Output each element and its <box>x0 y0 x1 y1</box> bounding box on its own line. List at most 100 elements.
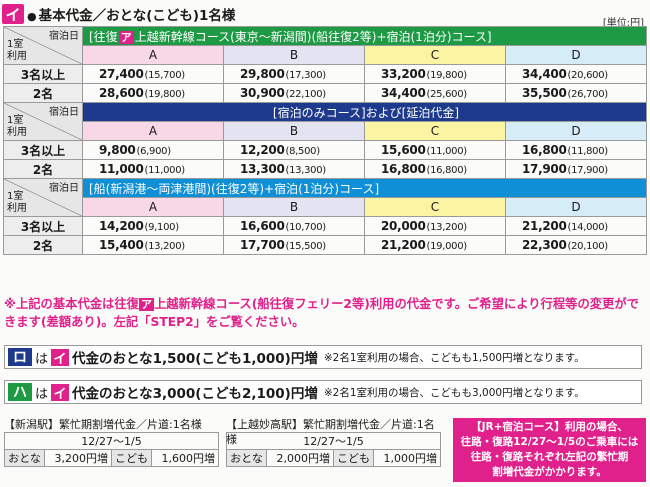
base-price-note: ※上記の基本代金は往復ア上越新幹線コース(船往復フェリー2等)利用の代金です。ご… <box>4 295 644 331</box>
joetsu-child-label: こども <box>333 449 374 467</box>
course-prefix: [往復 <box>89 29 118 44</box>
price-table: 宿泊日 1室 利用 [往復ア上越新幹線コース(東京〜新潟間)(船往復2等)+宿泊(1泊… <box>3 26 647 255</box>
title-text: ● 基本代金／おとな(こども)1名様 <box>27 4 235 24</box>
adult-price: 21,200 <box>522 219 567 233</box>
diagonal-line-icon <box>4 179 82 216</box>
child-price: (13,200) <box>426 222 468 233</box>
ro-ha: は <box>35 351 49 367</box>
note-pre: ※上記の基本代金は往復 <box>4 297 139 311</box>
child-price: (22,100) <box>285 89 327 100</box>
child-price: (11,000) <box>426 146 468 157</box>
table-row: 2名 28,600(19,800) 30,900(22,100) 34,400(25,… <box>3 83 647 103</box>
child-price: (19,800) <box>144 89 186 100</box>
price-cell: 17,900(17,900) <box>505 159 647 179</box>
class-header: B <box>223 197 365 217</box>
corner-header: 宿泊日 1室 利用 <box>3 102 83 141</box>
adult-price: 17,900 <box>522 162 567 176</box>
child-price: (14,000) <box>567 222 609 233</box>
child-price: (9,100) <box>144 222 180 233</box>
joetsu-table: 12/27〜1/5 おとな 2,000円増 こども 1,000円増 <box>226 432 441 467</box>
child-price: (17,300) <box>285 70 327 81</box>
extra-ha-box: ハ は イ 代金のおとな3,000(こども2,100)円増 ※2名1室利用の場合… <box>4 380 642 404</box>
price-cell: 14,200(9,100) <box>82 216 224 236</box>
price-cell: 12,200(8,500) <box>223 140 365 160</box>
note-tag: ア <box>138 298 154 311</box>
child-price: (17,900) <box>567 165 609 176</box>
ro-badge: ロ <box>8 348 32 366</box>
corner-header: 宿泊日 1室 利用 <box>3 26 83 65</box>
niigata-adult-label: おとな <box>4 449 45 467</box>
class-header: B <box>223 121 365 141</box>
table-row: 3名以上 9,800(6,900) 12,200(8,500) 15,600(11,0… <box>3 140 647 160</box>
stay-date-label: 宿泊日 <box>49 107 79 118</box>
class-header: C <box>364 121 506 141</box>
adult-price: 14,200 <box>99 219 144 233</box>
joetsu-period: 12/27〜1/5 <box>226 432 441 450</box>
course-suffix: 上越新幹線コース(東京〜新潟間)(船往復2等)+宿泊(1泊分)コース] <box>134 29 492 44</box>
child-price: (13,200) <box>144 241 186 252</box>
stay-date-label: 宿泊日 <box>49 183 79 194</box>
price-cell: 13,300(13,300) <box>223 159 365 179</box>
price-cell: 34,400(25,600) <box>364 83 506 103</box>
child-price: (8,500) <box>285 146 321 157</box>
adult-price: 16,800 <box>522 143 567 157</box>
price-cell: 35,500(26,700) <box>505 83 647 103</box>
child-price: (25,600) <box>426 89 468 100</box>
child-price: (15,500) <box>285 241 327 252</box>
class-header: A <box>82 121 224 141</box>
adult-price: 12,200 <box>240 143 285 157</box>
course-row: 宿泊日 1室 利用 [往復ア上越新幹線コース(東京〜新潟間)(船往復2等)+宿泊(1泊… <box>3 26 647 65</box>
child-price: (10,700) <box>285 222 327 233</box>
child-price: (6,900) <box>136 146 171 157</box>
ha-main: 代金のおとな3,000(こども2,100)円増 <box>72 386 318 402</box>
price-cell: 22,300(20,100) <box>505 235 647 255</box>
adult-price: 17,700 <box>240 238 285 252</box>
price-cell: 27,400(15,700) <box>82 64 224 84</box>
course-title: [往復ア上越新幹線コース(東京〜新潟間)(船往復2等)+宿泊(1泊分)コース] <box>82 26 647 46</box>
price-cell: 16,800(16,800) <box>364 159 506 179</box>
bullet-icon: ● <box>27 10 37 23</box>
ha-ha: は <box>35 386 49 402</box>
diagonal-line-icon <box>4 103 82 140</box>
adult-price: 28,600 <box>99 86 144 100</box>
ha-badge: ハ <box>8 383 32 401</box>
room-line-1: 1室 <box>7 191 24 202</box>
jr-line-4: 割増代金がかかります。 <box>492 466 607 478</box>
room-line-2: 利用 <box>7 51 27 62</box>
price-cell: 11,000(11,000) <box>82 159 224 179</box>
occupancy-label: 2名 <box>3 159 83 179</box>
joetsu-surcharge: 【上越妙高駅】繁忙期割増代金／片道:1名様 12/27〜1/5 おとな 2,00… <box>226 417 441 467</box>
niigata-caption: 【新潟駅】繁忙期割増代金／片道:1名様 <box>4 418 202 431</box>
adult-price: 16,600 <box>240 219 285 233</box>
course-title: [船(新潟港〜両津港間)(往復2等)+宿泊(1泊分)コース] <box>82 178 647 198</box>
course-prefix: [船(新潟港〜両津港間)(往復2等)+宿泊(1泊分)コース] <box>89 181 380 196</box>
adult-price: 22,300 <box>522 238 567 252</box>
price-cell: 28,600(19,800) <box>82 83 224 103</box>
diagonal-line-icon <box>4 27 82 64</box>
occupancy-label: 3名以上 <box>3 216 83 236</box>
stay-date-label: 宿泊日 <box>49 31 79 42</box>
niigata-child-label: こども <box>111 449 152 467</box>
adult-price: 13,300 <box>240 162 285 176</box>
class-header: C <box>364 197 506 217</box>
price-cell: 21,200(14,000) <box>505 216 647 236</box>
extra-ro-box: ロ は イ 代金のおとな1,500(こども1,000)円増 ※2名1室利用の場合… <box>4 345 642 369</box>
adult-price: 20,000 <box>381 219 426 233</box>
jr-line-3: 往路・復路それぞれ左記の繁忙期 <box>470 451 629 463</box>
child-price: (11,000) <box>144 165 186 176</box>
adult-price: 35,500 <box>522 86 567 100</box>
note-post: 上越新幹線コース(船往復フェリー2等)利用の代金です。ご希望により行程等の変更が… <box>4 297 639 329</box>
adult-price: 34,400 <box>522 67 567 81</box>
ro-main: 代金のおとな1,500(こども1,000)円増 <box>72 351 318 367</box>
price-cell: 21,200(19,000) <box>364 235 506 255</box>
adult-price: 15,400 <box>99 238 144 252</box>
ha-i-badge: イ <box>51 383 70 402</box>
class-header: C <box>364 45 506 65</box>
price-cell: 17,700(15,500) <box>223 235 365 255</box>
price-cell: 15,600(11,000) <box>364 140 506 160</box>
child-price: (26,700) <box>567 89 609 100</box>
child-price: (20,100) <box>567 241 609 252</box>
